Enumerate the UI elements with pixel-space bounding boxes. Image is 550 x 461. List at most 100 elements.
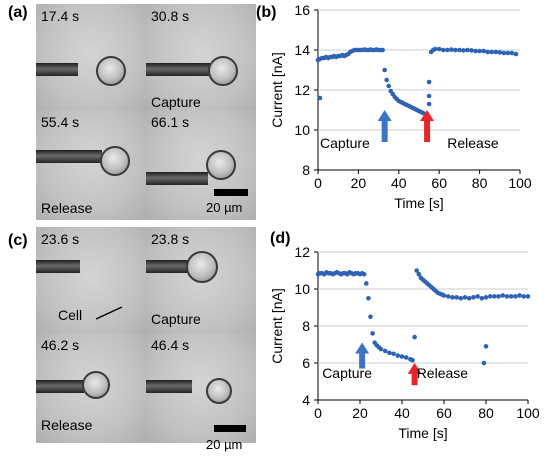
data-point xyxy=(412,334,417,340)
y-tick-label: 8 xyxy=(302,162,310,178)
data-point xyxy=(471,295,476,300)
x-tick-label: 80 xyxy=(472,175,488,191)
data-point xyxy=(492,294,497,299)
micrograph-a-2: 30.8 s Capture xyxy=(146,4,256,114)
cell xyxy=(96,56,126,86)
x-tick-label: 20 xyxy=(352,405,368,421)
micrograph-c-4: 46.4 s xyxy=(146,333,256,443)
data-point xyxy=(513,294,518,299)
scale-bar-c xyxy=(214,425,246,432)
panel-label-a: (a) xyxy=(8,4,28,21)
scale-label-c: 20 µm xyxy=(206,437,243,452)
data-point xyxy=(513,51,519,57)
data-point xyxy=(521,294,527,299)
y-tick-label: 12 xyxy=(294,82,310,98)
y-tick-label: 6 xyxy=(302,355,310,371)
data-point xyxy=(366,295,371,301)
frame-time: 46.4 s xyxy=(151,337,190,353)
data-point xyxy=(525,294,531,299)
data-point xyxy=(445,294,451,299)
x-tick-label: 60 xyxy=(431,175,447,191)
data-point xyxy=(436,46,442,52)
data-point xyxy=(509,50,515,56)
micrograph-a-4: 66.1 s xyxy=(146,110,256,220)
data-point xyxy=(426,79,432,85)
frame-caption: Release xyxy=(41,200,93,216)
pipette xyxy=(36,150,102,163)
data-point xyxy=(453,47,458,53)
y-tick-label: 10 xyxy=(294,122,310,138)
data-point xyxy=(395,353,401,358)
data-point xyxy=(466,295,472,301)
data-point xyxy=(378,346,384,352)
panel-label-c: (c) xyxy=(8,232,28,249)
data-point xyxy=(368,314,373,320)
x-tick-label: 60 xyxy=(436,405,452,421)
frame-time: 66.1 s xyxy=(151,114,190,130)
data-point xyxy=(493,49,499,55)
data-point xyxy=(500,293,506,298)
data-point xyxy=(483,295,489,300)
x-axis-label: Time [s] xyxy=(394,195,443,211)
data-point xyxy=(489,49,495,55)
data-point xyxy=(517,293,522,298)
y-tick-label: 16 xyxy=(294,2,310,18)
data-point xyxy=(426,101,432,107)
data-point xyxy=(454,295,459,300)
data-point xyxy=(440,47,446,53)
frame-caption: Cell xyxy=(58,307,83,323)
y-axis-label: Current [nA] xyxy=(269,288,285,363)
data-point xyxy=(414,268,420,273)
data-point xyxy=(487,294,493,299)
data-point xyxy=(380,47,385,53)
data-point xyxy=(465,47,470,53)
data-point xyxy=(473,48,478,54)
data-point xyxy=(504,294,510,299)
release-arrow xyxy=(407,362,422,386)
pipette xyxy=(36,63,78,76)
data-point xyxy=(426,93,432,99)
data-point xyxy=(364,281,369,286)
frame-time: 55.4 s xyxy=(41,114,80,130)
frame-time: 23.6 s xyxy=(41,231,80,247)
data-point xyxy=(497,50,503,55)
data-point xyxy=(483,344,489,349)
pipette xyxy=(36,380,84,393)
data-point xyxy=(475,294,480,299)
y-tick-label: 4 xyxy=(302,392,310,408)
data-point xyxy=(462,295,468,300)
capture-arrow xyxy=(355,342,370,369)
annotation-capture: Capture xyxy=(322,365,372,381)
scale-bar-a xyxy=(214,189,248,196)
annotation-release: Release xyxy=(447,135,499,151)
pipette xyxy=(36,260,80,273)
frame-caption: Capture xyxy=(151,94,201,110)
panel-label-d: (d) xyxy=(270,230,291,247)
data-point xyxy=(317,95,323,101)
data-point xyxy=(449,47,454,52)
data-point xyxy=(370,331,375,336)
cell xyxy=(100,146,130,176)
micrograph-c-2: 23.8 s Capture xyxy=(146,227,256,337)
data-point xyxy=(387,350,392,356)
data-point xyxy=(391,351,396,357)
data-point xyxy=(386,83,392,89)
pipette xyxy=(146,172,208,185)
scale-label-a: 20 µm xyxy=(206,200,243,215)
data-point xyxy=(457,47,462,53)
x-tick-label: 100 xyxy=(516,405,540,421)
x-tick-label: 20 xyxy=(351,175,367,191)
frame-time: 30.8 s xyxy=(151,8,190,24)
data-point xyxy=(444,47,450,53)
x-tick-label: 40 xyxy=(394,405,410,421)
x-tick-label: 40 xyxy=(391,175,407,191)
frame-time: 23.8 s xyxy=(151,231,190,247)
x-tick-label: 80 xyxy=(478,405,494,421)
capture-arrow xyxy=(377,110,392,142)
micrograph-c-3: 46.2 s Release xyxy=(36,333,146,443)
data-point xyxy=(416,271,422,277)
data-point xyxy=(508,294,514,299)
release-arrow xyxy=(420,110,435,142)
y-axis-label: Current [nA] xyxy=(269,52,285,127)
